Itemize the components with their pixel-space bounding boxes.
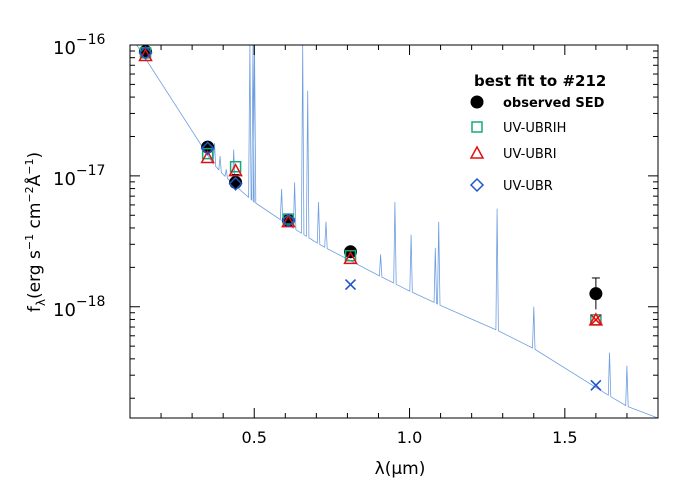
plot-frame [129,44,659,419]
legend-title: best fit to #212 [474,72,606,90]
y-axis-label: fλ(erg s−1 cm−2Å−1) [23,152,48,312]
series-0-point-5 [589,287,603,301]
series-5-point-0 [590,314,602,326]
legend-label-3: UV-UBR [503,179,553,194]
series-2-point-4 [343,250,358,265]
legend-marker-2 [469,145,485,159]
x-tick-label-0: 0.5 [242,428,267,447]
y-tick-label-2: 10−18 [53,294,105,321]
legend-marker-3 [469,177,485,193]
legend-marker-1 [471,121,483,133]
series-1-point-4 [344,249,357,262]
series-3-point-0 [138,45,153,60]
series-3-point-2 [228,176,243,191]
y-tick-label-1: 10−17 [53,163,105,190]
x-tick-label-1: 1.0 [397,428,422,447]
series-4-point-0 [344,278,357,291]
series-2-point-2 [228,163,243,177]
legend-label-1: UV-UBRIH [503,121,566,136]
legend-marker-0 [470,95,484,109]
series-1-point-1 [201,147,214,160]
legend-label-0: observed SED [503,96,605,111]
series-2-point-1 [200,149,215,164]
legend-label-2: UV-UBRI [503,147,557,162]
svg-text:fλ(erg s−1 cm−2Å−1): fλ(erg s−1 cm−2Å−1) [23,152,48,312]
series-4-point-1 [590,379,602,391]
series-3-point-3 [281,213,296,228]
series-2-point-5 [588,312,604,326]
series-1-point-2 [229,160,242,173]
model-spectrum-line [136,45,658,418]
x-axis-label: λ(μm) [375,459,426,479]
y-tick-label-0: 10−16 [53,32,106,59]
series-3-point-1 [200,141,215,156]
x-tick-label-2: 1.5 [552,428,577,447]
